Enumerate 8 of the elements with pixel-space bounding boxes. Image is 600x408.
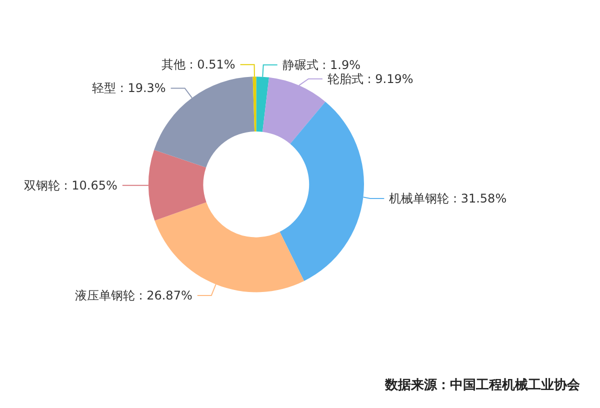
slice-label: 静碾式 : 1.9%	[282, 58, 361, 72]
slice-label: 双钢轮 : 10.65%	[24, 178, 118, 192]
slice-label: 轻型 : 19.3%	[92, 81, 166, 96]
slice-label: 其他 : 0.51%	[161, 58, 236, 72]
slice-label: 轮胎式 : 9.19%	[327, 72, 414, 86]
source-note: 数据来源：中国工程机械工业协会	[384, 378, 581, 393]
slice-label: 液压单钢轮 : 26.87%	[74, 288, 192, 302]
slice-label: 机械单钢轮 : 31.58%	[389, 192, 507, 206]
